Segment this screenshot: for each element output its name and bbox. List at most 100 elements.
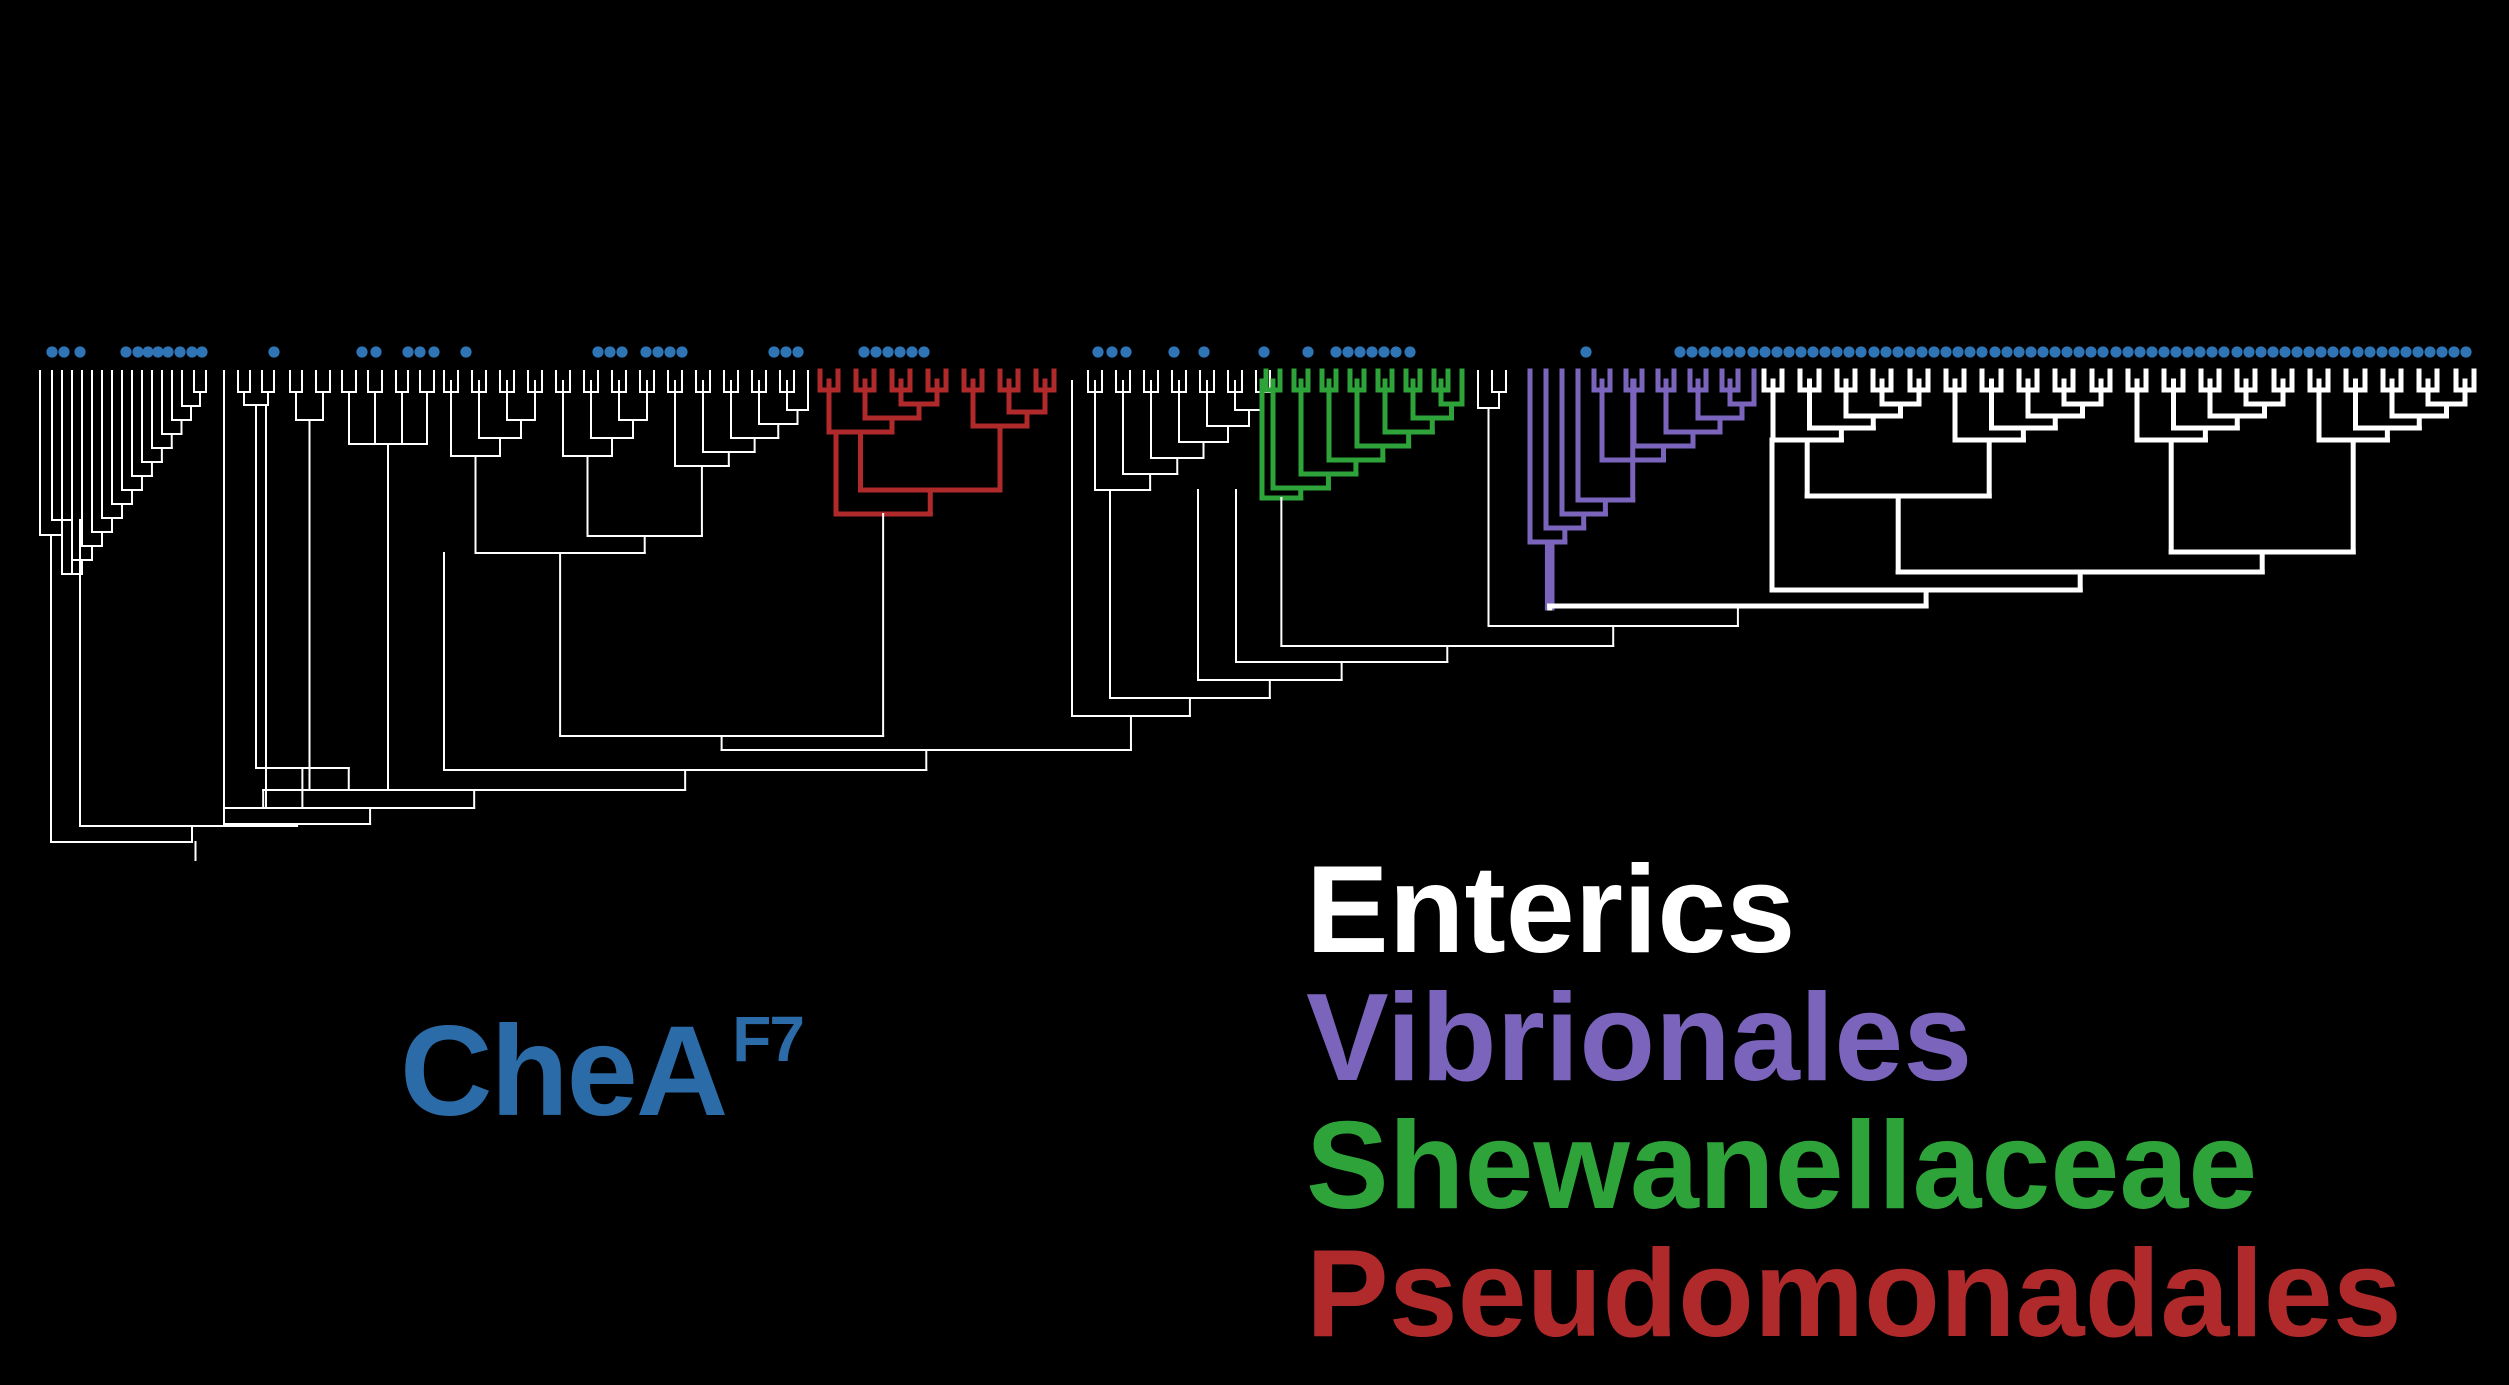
leaf-marker-40 bbox=[1258, 346, 1270, 358]
leaf-marker-5 bbox=[132, 346, 144, 358]
leaf-marker-82 bbox=[2061, 346, 2073, 358]
leaf-marker-12 bbox=[268, 346, 280, 358]
leaf-marker-66 bbox=[1868, 346, 1880, 358]
leaf-marker-88 bbox=[2134, 346, 2146, 358]
leaf-marker-31 bbox=[882, 346, 894, 358]
leaf-marker-80 bbox=[2037, 346, 2049, 358]
legend-pseudomonadales: Pseudomonadales bbox=[1306, 1225, 2402, 1363]
leaf-marker-94 bbox=[2206, 346, 2218, 358]
leaf-marker-17 bbox=[428, 346, 440, 358]
leaf-marker-35 bbox=[1092, 346, 1104, 358]
leaf-marker-4 bbox=[120, 346, 132, 358]
leaf-marker-113 bbox=[2436, 346, 2448, 358]
leaf-marker-106 bbox=[2352, 346, 2364, 358]
leaf-marker-114 bbox=[2448, 346, 2460, 358]
leaf-marker-92 bbox=[2182, 346, 2194, 358]
leaf-marker-36 bbox=[1106, 346, 1118, 358]
leaf-marker-56 bbox=[1747, 346, 1759, 358]
leaf-marker-95 bbox=[2218, 346, 2230, 358]
leaf-marker-20 bbox=[604, 346, 616, 358]
leaf-marker-74 bbox=[1964, 346, 1976, 358]
leaf-marker-1 bbox=[46, 346, 58, 358]
leaf-marker-22 bbox=[640, 346, 652, 358]
leaf-marker-89 bbox=[2146, 346, 2158, 358]
leaf-marker-65 bbox=[1855, 346, 1867, 358]
leaf-marker-6 bbox=[142, 346, 154, 358]
leaf-marker-26 bbox=[768, 346, 780, 358]
leaf-marker-46 bbox=[1378, 346, 1390, 358]
leaf-marker-99 bbox=[2267, 346, 2279, 358]
leaf-marker-103 bbox=[2315, 346, 2327, 358]
leaf-marker-73 bbox=[1952, 346, 1964, 358]
protein-label: CheAF7 bbox=[400, 1007, 805, 1136]
leaf-marker-15 bbox=[402, 346, 414, 358]
leaf-marker-85 bbox=[2097, 346, 2109, 358]
legend-enterics: Enterics bbox=[1306, 841, 1796, 979]
leaf-marker-111 bbox=[2412, 346, 2424, 358]
leaf-marker-72 bbox=[1940, 346, 1952, 358]
leaf-marker-62 bbox=[1819, 346, 1831, 358]
leaf-marker-93 bbox=[2194, 346, 2206, 358]
leaf-marker-51 bbox=[1686, 346, 1698, 358]
leaf-marker-18 bbox=[460, 346, 472, 358]
leaf-marker-14 bbox=[370, 346, 382, 358]
leaf-marker-24 bbox=[664, 346, 676, 358]
leaf-marker-98 bbox=[2255, 346, 2267, 358]
tree-branches bbox=[39, 368, 2477, 861]
leaf-marker-28 bbox=[792, 346, 804, 358]
leaf-marker-29 bbox=[858, 346, 870, 358]
leaf-marker-11 bbox=[196, 346, 208, 358]
leaf-marker-100 bbox=[2279, 346, 2291, 358]
leaf-marker-23 bbox=[652, 346, 664, 358]
leaf-marker-50 bbox=[1674, 346, 1686, 358]
leaf-marker-60 bbox=[1795, 346, 1807, 358]
leaf-marker-27 bbox=[780, 346, 792, 358]
leaf-marker-54 bbox=[1722, 346, 1734, 358]
leaf-marker-25 bbox=[676, 346, 688, 358]
leaf-marker-52 bbox=[1698, 346, 1710, 358]
leaf-marker-10 bbox=[186, 346, 198, 358]
leaf-marker-108 bbox=[2376, 346, 2388, 358]
leaf-marker-49 bbox=[1580, 346, 1592, 358]
leaf-marker-53 bbox=[1710, 346, 1722, 358]
leaf-marker-13 bbox=[356, 346, 368, 358]
legend-vibrionales: Vibrionales bbox=[1306, 969, 1973, 1107]
leaf-marker-2 bbox=[58, 346, 70, 358]
leaf-marker-83 bbox=[2073, 346, 2085, 358]
leaf-marker-63 bbox=[1831, 346, 1843, 358]
leaf-marker-110 bbox=[2400, 346, 2412, 358]
leaf-marker-42 bbox=[1330, 346, 1342, 358]
leaf-marker-57 bbox=[1759, 346, 1771, 358]
leaf-marker-33 bbox=[906, 346, 918, 358]
leaf-marker-3 bbox=[74, 346, 86, 358]
leaf-marker-78 bbox=[2013, 346, 2025, 358]
leaf-marker-34 bbox=[918, 346, 930, 358]
leaf-marker-47 bbox=[1390, 346, 1402, 358]
leaf-marker-105 bbox=[2339, 346, 2351, 358]
leaf-marker-32 bbox=[894, 346, 906, 358]
leaf-marker-84 bbox=[2085, 346, 2097, 358]
leaf-marker-21 bbox=[616, 346, 628, 358]
leaf-marker-41 bbox=[1302, 346, 1314, 358]
leaf-marker-104 bbox=[2327, 346, 2339, 358]
leaf-marker-109 bbox=[2388, 346, 2400, 358]
leaf-marker-112 bbox=[2424, 346, 2436, 358]
leaf-marker-81 bbox=[2049, 346, 2061, 358]
leaf-marker-75 bbox=[1976, 346, 1988, 358]
leaf-marker-115 bbox=[2460, 346, 2472, 358]
leaf-marker-19 bbox=[592, 346, 604, 358]
protein-name: CheA bbox=[400, 1000, 728, 1143]
leaf-marker-67 bbox=[1880, 346, 1892, 358]
leaf-marker-43 bbox=[1342, 346, 1354, 358]
leaf-marker-91 bbox=[2170, 346, 2182, 358]
leaf-marker-8 bbox=[162, 346, 174, 358]
leaf-marker-30 bbox=[870, 346, 882, 358]
leaf-marker-48 bbox=[1404, 346, 1416, 358]
leaf-marker-102 bbox=[2303, 346, 2315, 358]
leaf-marker-64 bbox=[1843, 346, 1855, 358]
leaf-marker-86 bbox=[2110, 346, 2122, 358]
leaf-marker-38 bbox=[1168, 346, 1180, 358]
leaf-marker-68 bbox=[1892, 346, 1904, 358]
legend-shewanellaceae: Shewanellaceae bbox=[1306, 1097, 2258, 1235]
